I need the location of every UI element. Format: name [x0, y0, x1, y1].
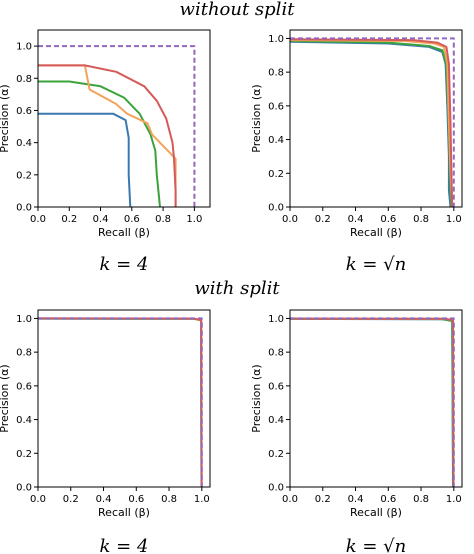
chart-panel-3: 0.0 0.2 0.4 0.6 0.8 1.0 0.0 0.2 0.4 0.6 0.8 1.0 Reca…: [0, 309, 211, 554]
x-tick-label: 0.2: [315, 214, 331, 225]
series-line-3: [289, 39, 454, 208]
series-line-4: [38, 64, 177, 207]
x-axis-label: Recall (β): [350, 506, 402, 519]
panel-caption: k = √n: [346, 536, 407, 554]
plot-frame: [289, 29, 463, 208]
x-tick-label: 0.0: [282, 494, 298, 505]
series-line-3: [37, 317, 203, 488]
y-axis-label: Precision (α): [250, 364, 263, 432]
x-tick-label: 0.8: [155, 214, 171, 225]
series-line-4: [289, 317, 455, 488]
y-axis-label: Precision (α): [0, 84, 11, 152]
x-tick-label: 1.0: [446, 494, 462, 505]
x-axis-label: Recall (β): [98, 506, 150, 519]
y-tick-label: 0.8: [16, 74, 32, 85]
x-tick-label: 0.8: [413, 214, 429, 225]
y-tick-label: 0.0: [268, 203, 284, 214]
panel-caption: k = 4: [100, 536, 149, 554]
x-tick-label: 0.6: [380, 214, 396, 225]
y-tick-label: 0.8: [16, 348, 32, 359]
y-tick-label: 0.0: [16, 203, 32, 214]
y-axis-label: Precision (α): [250, 84, 263, 152]
series-line-5: [290, 37, 455, 207]
plot-frame: [289, 309, 463, 488]
y-tick-label: 0.2: [268, 449, 284, 460]
series-line-5: [290, 317, 455, 487]
x-tick-label: 0.6: [124, 214, 140, 225]
panel-caption: k = 4: [100, 254, 149, 275]
y-tick-label: 0.6: [16, 381, 32, 392]
y-tick-label: 1.0: [268, 34, 284, 45]
x-tick-label: 0.4: [96, 494, 112, 505]
x-tick-label: 0.0: [30, 214, 46, 225]
x-tick-label: 0.4: [348, 214, 364, 225]
chart-panel-4: 0.0 0.2 0.4 0.6 0.8 1.0 0.0 0.2 0.4 0.6 0.8 1.0 Reca…: [250, 309, 463, 554]
series-line-2: [38, 80, 161, 208]
section-title-with-split: with split: [194, 278, 280, 299]
y-axis-label: Precision (α): [0, 364, 11, 432]
y-tick-label: 0.2: [16, 170, 32, 181]
y-tick-label: 0.8: [268, 348, 284, 359]
x-axis-label: Recall (β): [98, 226, 150, 239]
series-line-4: [37, 317, 203, 488]
y-tick-label: 0.0: [268, 483, 284, 494]
series-line-4: [289, 38, 454, 208]
x-tick-label: 1.0: [186, 214, 202, 225]
section-title-without-split: without split: [180, 0, 296, 20]
series-line-1: [289, 40, 452, 208]
y-tick-label: 0.6: [268, 381, 284, 392]
y-tick-label: 1.0: [268, 314, 284, 325]
x-tick-label: 1.0: [446, 214, 462, 225]
y-tick-label: 1.0: [16, 314, 32, 325]
series-line-1: [289, 317, 454, 488]
y-tick-label: 0.2: [268, 169, 284, 180]
series-line-2: [289, 40, 453, 208]
chart-panel-1: 0.0 0.2 0.4 0.6 0.8 1.0 0.0 0.2 0.4 0.6 0.8 1.0 Reca…: [0, 29, 211, 275]
series-line-5: [38, 317, 203, 487]
x-tick-label: 0.2: [63, 494, 79, 505]
y-tick-label: 0.0: [16, 483, 32, 494]
plot-frame: [37, 309, 211, 488]
x-tick-label: 0.6: [380, 494, 396, 505]
y-tick-label: 0.8: [268, 68, 284, 79]
chart-panel-2: 0.0 0.2 0.4 0.6 0.8 1.0 0.0 0.2 0.4 0.6 0.8 1.0 Reca…: [250, 29, 463, 275]
y-tick-label: 0.4: [16, 138, 32, 149]
x-tick-label: 1.0: [194, 494, 210, 505]
series-line-1: [38, 112, 132, 208]
x-tick-label: 0.8: [161, 494, 177, 505]
y-tick-label: 0.4: [16, 415, 32, 426]
y-tick-label: 0.4: [268, 135, 284, 146]
y-tick-label: 0.6: [268, 101, 284, 112]
series-line-1: [37, 317, 203, 488]
series-line-2: [37, 317, 203, 488]
series-line-5: [38, 45, 196, 207]
x-tick-label: 0.4: [348, 494, 364, 505]
x-tick-label: 0.4: [93, 214, 109, 225]
x-tick-label: 0.2: [315, 494, 331, 505]
x-tick-label: 0.0: [282, 214, 298, 225]
y-tick-label: 1.0: [16, 42, 32, 53]
panel-caption: k = √n: [346, 254, 407, 275]
series-line-3: [38, 64, 177, 207]
series-line-2: [289, 317, 455, 488]
x-tick-label: 0.2: [61, 214, 77, 225]
y-tick-label: 0.6: [16, 106, 32, 117]
y-tick-label: 0.4: [268, 415, 284, 426]
series-line-3: [289, 317, 455, 488]
x-axis-label: Recall (β): [350, 226, 402, 239]
y-tick-label: 0.2: [16, 449, 32, 460]
x-tick-label: 0.6: [128, 494, 144, 505]
plot-frame: [37, 29, 211, 208]
x-tick-label: 0.8: [413, 494, 429, 505]
x-tick-label: 0.0: [30, 494, 46, 505]
